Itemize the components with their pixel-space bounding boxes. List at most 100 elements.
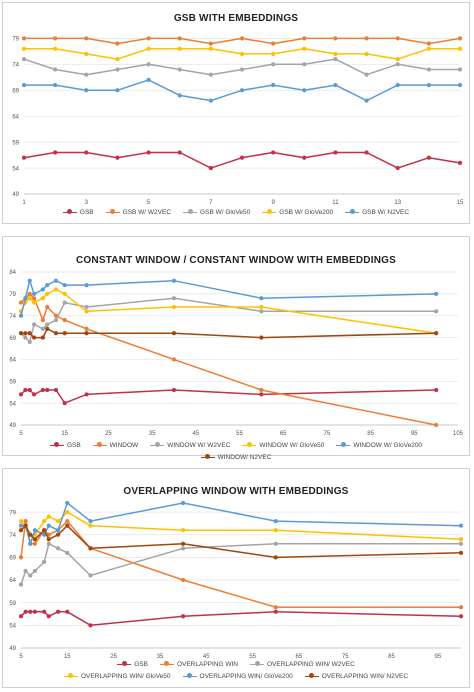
y-tick-label: 54 [9, 401, 16, 407]
data-point [208, 165, 214, 171]
data-point [32, 541, 38, 546]
data-point [426, 82, 432, 88]
data-point [115, 56, 120, 62]
legend-swatch [262, 209, 277, 215]
data-point [364, 72, 369, 77]
data-point [259, 335, 264, 340]
data-point [364, 36, 369, 41]
data-point [259, 296, 264, 301]
data-point [18, 523, 24, 528]
legend-item: OVERLAPPING WIN/ GloVe200 [182, 671, 293, 683]
data-point [434, 422, 439, 428]
legend-swatch [336, 442, 351, 448]
y-tick-label: 64 [9, 358, 16, 364]
data-point [208, 41, 214, 46]
data-point [45, 304, 50, 310]
data-point [40, 335, 45, 340]
data-point [208, 46, 214, 51]
legend-item: WINDOW/ N2VEC [200, 452, 271, 464]
legend-item: GSB W/ GloVe200 [262, 207, 333, 219]
legend-swatch [242, 442, 257, 448]
y-tick-label: 59 [9, 379, 16, 385]
series-line [20, 511, 462, 541]
data-point [395, 36, 400, 41]
data-point [65, 509, 70, 515]
data-point [32, 528, 38, 533]
legend-label: OVERLAPPING WIN/ W2VEC [267, 661, 355, 668]
data-point [426, 67, 432, 72]
series-line [21, 328, 437, 339]
x-tick-label: 45 [203, 654, 210, 660]
data-point [84, 88, 89, 93]
x-tick-label: 45 [192, 431, 199, 437]
data-point [270, 62, 276, 67]
x-tick-label: 25 [105, 431, 112, 437]
data-point [180, 528, 186, 533]
data-point [27, 387, 32, 393]
data-point [40, 387, 45, 393]
chart-legend: GSB OVERLAPPING WIN OVERLAPPING WIN/ W2VEC… [3, 659, 469, 683]
x-tick-label: 5 [19, 431, 23, 437]
legend-label: OVERLAPPING WIN/ GloVe50 [80, 673, 171, 680]
data-point [28, 609, 33, 614]
legend-swatch [200, 454, 215, 460]
y-tick-label: 79 [9, 292, 16, 298]
legend-swatch [183, 209, 198, 215]
series-line [20, 543, 461, 585]
data-point [84, 36, 89, 41]
x-tick-label: 15 [457, 200, 464, 206]
data-point [333, 51, 338, 57]
data-point [65, 523, 70, 528]
data-point [45, 282, 50, 288]
data-point [239, 155, 245, 160]
y-tick-label: 69 [9, 556, 16, 562]
chart-panel-constant-window: CONSTANT WINDOW / CONSTANT WINDOW WITH E… [2, 236, 470, 461]
data-point [146, 77, 151, 83]
data-point [270, 41, 276, 46]
legend-item: OVERLAPPING WIN/ W2VEC [250, 659, 355, 671]
data-point [18, 331, 24, 336]
legend-label: WINDOW W/ GloVe50 [259, 442, 325, 449]
data-point [62, 282, 67, 288]
legend-item: GSB W/ N2VEC [345, 207, 409, 219]
chart-legend: GSB GSB W/ W2VEC GSB W/ GloVe50 GSB W/ GloV… [3, 207, 469, 219]
data-point [364, 98, 369, 103]
data-point [40, 296, 45, 301]
legend-swatch [182, 673, 197, 679]
y-tick-label: 49 [9, 423, 16, 429]
data-point [21, 155, 27, 160]
legend-item: GSB W/ W2VEC [105, 207, 171, 219]
chart-panel-overlapping-window: OVERLAPPING WINDOW WITH EMBEDDINGS 49 54 5… [2, 468, 470, 688]
data-point [32, 609, 38, 614]
data-point [177, 67, 182, 72]
data-point [239, 51, 245, 57]
data-point [84, 150, 89, 155]
data-point [302, 155, 307, 160]
data-point [18, 300, 24, 305]
x-tick-label: 75 [324, 431, 331, 437]
data-point [27, 331, 32, 336]
legend-label: OVERLAPPING WIN [176, 661, 238, 668]
x-tick-label: 15 [61, 431, 68, 437]
data-point [55, 532, 61, 537]
data-point [65, 609, 70, 614]
data-point [457, 67, 463, 72]
data-point [273, 528, 278, 533]
x-tick-label: 11 [332, 200, 339, 206]
legend-label: GSB W/ GloVe200 [279, 209, 334, 216]
data-point [21, 36, 27, 41]
data-point [18, 614, 24, 619]
data-point [273, 518, 278, 524]
data-point [23, 296, 28, 301]
data-point [27, 296, 32, 301]
data-point [46, 514, 51, 519]
data-point [457, 82, 463, 88]
data-point [23, 568, 28, 574]
chart-title: CONSTANT WINDOW / CONSTANT WINDOW WITH E… [76, 255, 396, 266]
data-point [46, 541, 51, 546]
series-line [21, 502, 462, 545]
data-point [31, 322, 37, 327]
data-point [270, 150, 276, 155]
data-point [55, 518, 61, 524]
legend-swatch [159, 661, 174, 667]
